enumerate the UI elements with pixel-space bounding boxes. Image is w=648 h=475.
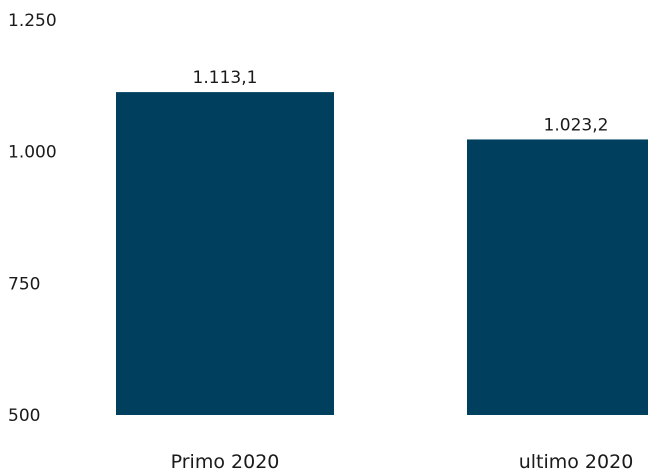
bars [116,92,648,415]
bar [116,92,334,415]
category-label: Primo 2020 [171,451,280,473]
data-labels: 1.113,1 1.023,2 [193,68,609,135]
y-tick-label: 500 [8,406,40,426]
y-tick-label: 750 [8,274,40,294]
bar [467,139,648,415]
category-label: ultimo 2020 [519,451,634,473]
x-axis-categories: Primo 2020 ultimo 2020 [171,451,634,473]
y-tick-label: 1.250 [8,11,57,31]
bar-value-label: 1.023,2 [544,115,609,135]
y-axis-ticks: 500 750 1.000 1.250 [8,11,57,426]
y-tick-label: 1.000 [8,143,57,163]
bar-value-label: 1.113,1 [193,68,258,88]
